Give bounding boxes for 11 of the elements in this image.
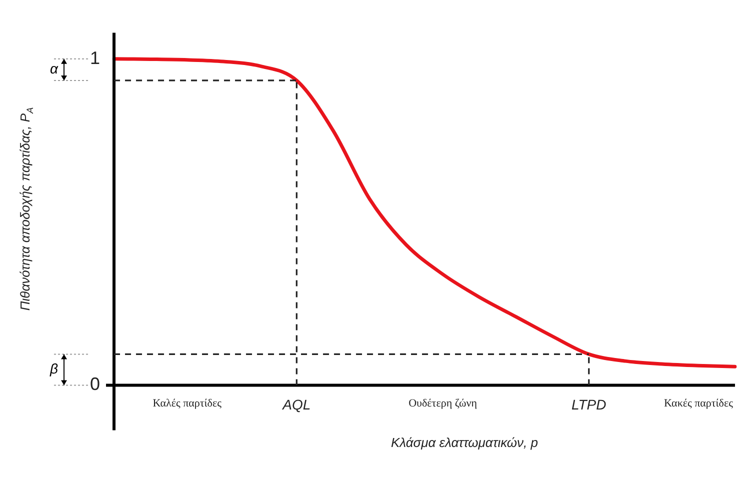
x-tick-label: Καλές παρτίδες: [152, 398, 222, 410]
x-tick-label: Ουδέτερη ζώνη: [408, 398, 478, 410]
y-tick-label: 1: [90, 48, 100, 68]
x-tick-label: AQL: [282, 396, 311, 412]
x-tick-label: LTPD: [572, 396, 606, 412]
text: α: [50, 60, 60, 77]
y-tick-label: 0: [90, 374, 100, 394]
x-axis-title: Κλάσμα ελαττωματικών, p: [391, 434, 538, 450]
y-axis-title: Πιθανότητα αποδοχής παρτίδας, PA: [18, 107, 36, 311]
text: β: [49, 360, 58, 377]
x-tick-label: Κακές παρτίδες: [664, 398, 734, 410]
